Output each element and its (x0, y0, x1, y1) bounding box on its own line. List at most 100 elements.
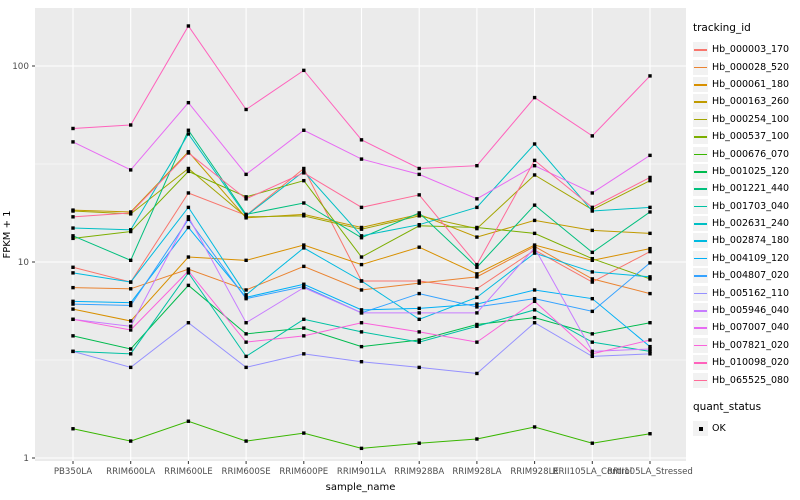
data-point (71, 236, 75, 241)
data-point (648, 432, 652, 436)
legend-item: Hb_065525_080 (693, 371, 798, 388)
data-point (244, 107, 248, 112)
x-tick-label: RRIM600LE (164, 467, 213, 477)
data-point (648, 153, 652, 158)
data-point (417, 311, 421, 315)
data-point (475, 197, 479, 201)
legend-item-label: Hb_010098_020 (712, 357, 790, 369)
data-point (71, 234, 75, 238)
data-point (590, 280, 594, 284)
legend-key (693, 163, 708, 179)
data-point (302, 264, 306, 269)
data-point (359, 330, 364, 334)
data-point (186, 267, 191, 271)
data-point (186, 128, 191, 132)
data-point (475, 311, 479, 315)
data-point (648, 246, 652, 251)
data-point (532, 142, 537, 146)
data-point (590, 309, 594, 314)
legend-key-line-icon (694, 275, 707, 277)
legend-key-line-icon (694, 153, 707, 156)
data-point (359, 308, 364, 312)
data-point (244, 365, 248, 370)
data-point (475, 302, 479, 306)
data-point (648, 352, 652, 356)
data-point (532, 251, 537, 255)
data-point (129, 228, 133, 232)
data-point (475, 287, 479, 291)
data-point (359, 344, 364, 349)
data-point (244, 293, 248, 297)
data-point (475, 437, 479, 441)
legend-item: Hb_005946_040 (693, 302, 798, 319)
data-point (71, 226, 75, 230)
data-point (129, 365, 133, 370)
legend-key-line-icon (694, 188, 707, 190)
data-point (532, 163, 537, 168)
legend-item: Hb_000028_520 (693, 58, 798, 75)
data-point (532, 173, 537, 177)
legend-key-line-icon (694, 101, 707, 103)
data-point (590, 277, 594, 281)
legend-key (693, 129, 708, 145)
data-point (475, 340, 479, 344)
legend-key (693, 216, 708, 232)
data-point (302, 246, 306, 250)
data-point (359, 311, 364, 315)
data-point (475, 371, 479, 376)
data-point (475, 225, 479, 230)
data-point (186, 225, 191, 230)
data-point (532, 246, 537, 250)
data-point (359, 321, 364, 325)
legend-key (693, 320, 708, 336)
legend-item-label: Hb_065525_080 (712, 374, 790, 386)
data-point (417, 279, 421, 283)
x-tick-label: RRIM928LA (452, 467, 501, 477)
data-point (359, 227, 364, 231)
data-point (186, 283, 191, 288)
data-point (590, 209, 594, 213)
data-point (244, 288, 248, 292)
data-point (186, 191, 191, 195)
data-point (590, 191, 594, 195)
data-point (475, 272, 479, 276)
legend-key-line-icon (694, 223, 707, 225)
legend-item-label: Hb_000163_260 (712, 96, 790, 108)
y-axis-title: FPKM + 1 (2, 210, 13, 258)
legend-key-line-icon (694, 257, 707, 260)
data-point (417, 193, 421, 197)
data-point (590, 134, 594, 138)
data-point (648, 338, 652, 342)
data-point (590, 340, 594, 344)
data-point (359, 236, 364, 240)
data-point (302, 128, 306, 132)
data-point (129, 287, 133, 291)
data-point (302, 68, 306, 73)
data-point (417, 222, 421, 227)
legend-item-label: Hb_004807_020 (712, 270, 790, 282)
legend-item: Hb_001703_040 (693, 198, 798, 215)
legend-key-ok (693, 421, 708, 436)
data-point (244, 321, 248, 325)
legend-item-label: Hb_000254_100 (712, 113, 790, 125)
legend-item: Hb_001025_120 (693, 163, 798, 180)
x-tick-label: RRII105LA_Stressed (607, 467, 693, 477)
legend-key (693, 146, 708, 162)
legend-item-label: Hb_002631_240 (712, 218, 790, 230)
legend-key-line-icon (694, 170, 707, 173)
data-point (475, 295, 479, 300)
data-point (244, 214, 248, 218)
legend-item: Hb_000003_170 (693, 41, 798, 58)
data-point (129, 319, 133, 323)
data-point (186, 419, 191, 423)
data-point (648, 249, 652, 254)
legend-item-ok: OK (693, 420, 798, 437)
data-point (532, 248, 537, 252)
data-point (186, 132, 191, 136)
legend-key-line-icon (694, 240, 707, 243)
data-point (302, 214, 306, 218)
data-point (532, 425, 537, 429)
data-point (244, 354, 248, 359)
data-point (129, 352, 133, 356)
data-point (129, 280, 133, 284)
